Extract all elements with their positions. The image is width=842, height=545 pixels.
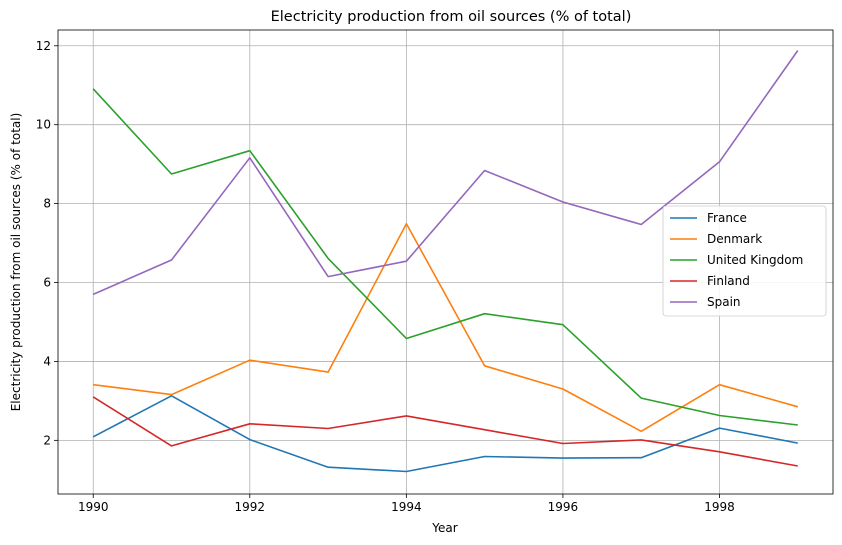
x-tick-label: 1992 <box>235 500 266 514</box>
axis-ticks: 1990 1992 1994 1996 1998 2 4 6 8 10 12 <box>36 39 735 514</box>
legend-label-denmark: Denmark <box>707 232 762 246</box>
series-line-united-kingdom <box>92 88 798 426</box>
series-line-denmark <box>93 222 799 433</box>
series-line-finland <box>92 396 798 467</box>
y-tick-label: 12 <box>36 39 51 53</box>
legend-label-finland: Finland <box>707 274 750 288</box>
legend-label-united-kingdom: United Kingdom <box>707 253 803 267</box>
legend-label-france: France <box>707 211 747 225</box>
x-tick-label: 1998 <box>704 500 735 514</box>
series-line-france <box>92 394 798 473</box>
legend: France Denmark United Kingdom Finland Spain <box>662 205 827 317</box>
y-tick-label: 2 <box>43 433 51 447</box>
y-tick-label: 10 <box>36 118 51 132</box>
x-tick-label: 1996 <box>548 500 579 514</box>
y-tick-label: 4 <box>43 354 51 368</box>
y-tick-label: 8 <box>43 197 51 211</box>
y-axis-label: Electricity production from oil sources … <box>9 113 23 412</box>
y-tick-label: 6 <box>43 276 51 290</box>
legend-box <box>662 205 827 317</box>
x-tick-label: 1990 <box>78 500 109 514</box>
series-lines <box>92 50 799 473</box>
x-tick-label: 1994 <box>391 500 422 514</box>
plot-frame <box>57 29 834 495</box>
series-line-spain <box>92 50 799 296</box>
chart-title: Electricity production from oil sources … <box>271 9 632 25</box>
legend-label-spain: Spain <box>707 295 741 309</box>
x-axis-label: Year <box>431 521 457 535</box>
